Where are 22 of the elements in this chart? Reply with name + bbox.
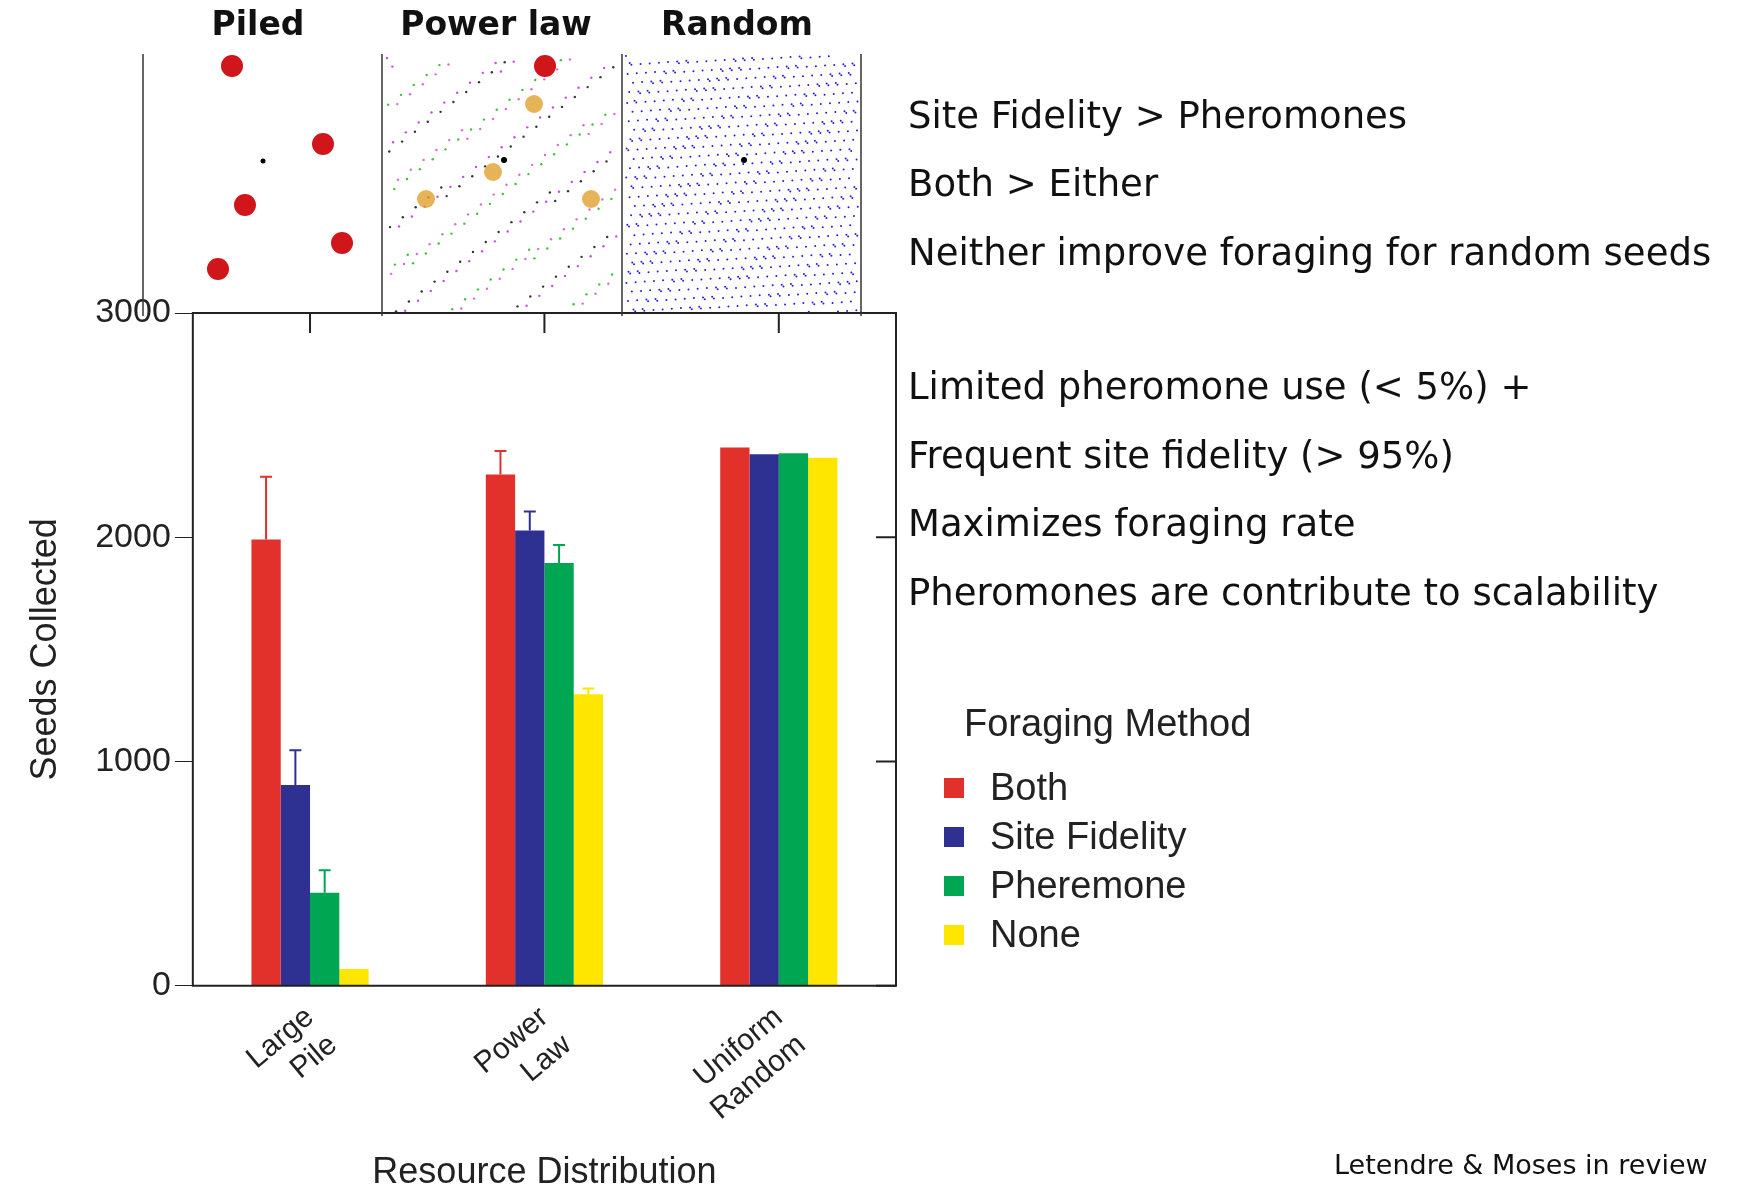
legend-label: None (990, 913, 1081, 956)
y-tick-label: 1000 (95, 739, 171, 778)
y-axis-title: Seeds Collected (22, 518, 64, 781)
legend-label: Both (990, 766, 1069, 809)
legend-label: Site Fidelity (990, 815, 1187, 858)
text: Site Fidelity > Pheromones (908, 94, 1408, 137)
y-tick-label: 3000 (95, 291, 171, 330)
y-tick-label: 2000 (95, 515, 171, 554)
text: Both > Either (908, 162, 1159, 205)
text: Frequent site fidelity (> 95%) (908, 434, 1454, 477)
y-tick-label: 0 (151, 964, 171, 1003)
text: Limited pheromone use (< 5%) + (908, 365, 1532, 408)
text: Neither improve foraging for random seeds (908, 231, 1712, 274)
legend-label: Pheremone (990, 864, 1187, 907)
legend-title: Foraging Method (964, 702, 1252, 745)
text: Letendre & Moses in review (1334, 1149, 1708, 1180)
text: Pheromones are contribute to scalability (908, 571, 1659, 614)
text: Power law (400, 4, 592, 43)
x-axis-title: Resource Distribution (372, 1150, 717, 1192)
text: Maximizes foraging rate (908, 502, 1356, 545)
text: Random (661, 4, 813, 43)
text: Piled (211, 4, 305, 43)
